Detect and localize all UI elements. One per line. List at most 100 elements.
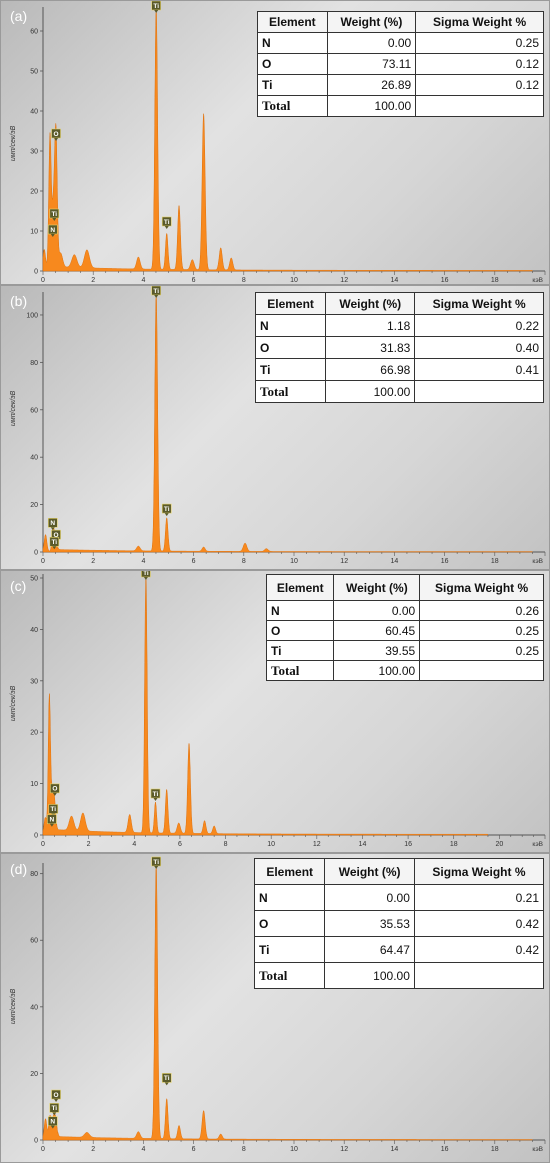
x-tick-label: 14: [359, 841, 367, 848]
cell-element: Ti: [257, 74, 328, 96]
cell-total-label: Total: [257, 95, 328, 117]
y-tick-label: 30: [30, 149, 38, 156]
panel-label-d: (d): [10, 861, 28, 877]
cell-sigma: 0.21: [413, 884, 545, 911]
peak-marker-ti: Ti: [151, 1, 162, 13]
x-tick-label: 10: [290, 277, 298, 284]
x-tick-label: 10: [290, 558, 298, 565]
x-tick-label: 6: [192, 1146, 196, 1153]
marker-pointer: [49, 823, 54, 827]
composition-table-a: Element Weight (%) Sigma Weight % N 0.00…: [257, 11, 544, 117]
marker-pointer: [164, 226, 169, 229]
x-tick-label: 18: [491, 1146, 499, 1153]
cell-sigma: 0.25: [419, 640, 544, 661]
cell-total-weight: 100.00: [333, 660, 421, 681]
marker-label: O: [52, 786, 57, 793]
y-tick-label: 100: [26, 312, 38, 319]
y-tick-label: 20: [30, 1071, 38, 1078]
x-tick-label: 12: [340, 558, 348, 565]
cell-total-label: Total: [253, 962, 326, 989]
x-tick-label: 8: [224, 841, 228, 848]
cell-sigma: 0.12: [415, 53, 544, 75]
cell-total-sigma: [419, 660, 544, 681]
x-tick-label: 10: [267, 841, 275, 848]
table-row: N 1.18 0.22: [254, 314, 544, 337]
x-tick-label: 14: [391, 558, 399, 565]
spectrum-panel-d: 0 20 40 60 80 0 2 4 6 8 10 12 14 16 18 кэВ Ti O Ti N Ti (d) …: [0, 853, 550, 1163]
x-tick-label: 8: [242, 1146, 246, 1153]
table-header-sigma: Sigma Weight %: [414, 292, 544, 315]
cell-weight: 0.00: [333, 600, 421, 621]
table-row: O 60.45 0.25: [265, 620, 544, 641]
marker-label: Ti: [51, 539, 57, 546]
x-tick-label: 8: [242, 558, 246, 565]
cell-element: O: [254, 336, 327, 359]
peak-marker-ti: Ti: [161, 503, 172, 517]
cell-weight: 39.55: [333, 640, 421, 661]
table-header-weight: Weight (%): [325, 292, 416, 315]
table-header-element: Element: [257, 11, 328, 33]
y-tick-label: 20: [30, 730, 38, 737]
y-tick-label: 0: [34, 269, 38, 276]
y-tick-label: 50: [30, 576, 38, 583]
cell-total-sigma: [414, 380, 544, 403]
y-tick-label: 10: [30, 781, 38, 788]
peak-marker-ti: Ti: [150, 788, 161, 802]
marker-pointer: [54, 138, 59, 141]
panel-label-c: (c): [10, 578, 27, 594]
x-tick-label: 2: [91, 277, 95, 284]
marker-pointer: [164, 1082, 169, 1086]
marker-pointer: [52, 792, 57, 796]
spectrum-series-a: [42, 10, 533, 272]
x-tick-label: 20: [495, 841, 503, 848]
x-tick-label: 12: [340, 1146, 348, 1153]
cell-weight: 31.83: [325, 336, 416, 359]
x-tick-label: 16: [441, 558, 449, 565]
marker-pointer: [50, 1125, 55, 1129]
cell-element: O: [257, 53, 328, 75]
cell-element: N: [257, 32, 328, 54]
y-axis-label-c: имп/сек/эВ: [10, 685, 17, 721]
x-tick-label: 12: [313, 841, 321, 848]
cell-total-weight: 100.00: [324, 962, 415, 989]
cell-weight: 66.98: [325, 358, 416, 381]
marker-label: N: [50, 227, 55, 234]
peak-marker-ti: Ti: [151, 286, 162, 298]
x-axis-label: кэВ: [532, 1146, 543, 1153]
marker-pointer: [52, 1112, 57, 1116]
table-row: Ti 39.55 0.25: [265, 640, 544, 661]
cell-total-label: Total: [254, 380, 327, 403]
peak-marker-o: O: [51, 1089, 61, 1103]
marker-label: O: [54, 131, 59, 138]
peak-marker-ti: Ti: [141, 571, 151, 580]
marker-box: [47, 814, 57, 825]
cell-weight: 64.47: [324, 936, 415, 963]
y-tick-label: 40: [30, 109, 38, 116]
peak-marker-n: N: [47, 224, 58, 237]
cell-sigma: 0.25: [415, 32, 544, 54]
cell-element: Ti: [265, 640, 335, 661]
cell-total-sigma: [415, 95, 544, 117]
x-tick-label: 16: [404, 841, 412, 848]
cell-weight: 60.45: [333, 620, 421, 641]
x-tick-label: 2: [91, 558, 95, 565]
spectrum-series-c: [42, 577, 489, 836]
x-tick-label: 16: [441, 1146, 449, 1153]
y-axis-label-a: имп/сек/эВ: [10, 125, 17, 161]
cell-weight: 73.11: [326, 53, 417, 75]
x-axis-label: кэВ: [532, 841, 543, 848]
x-tick-label: 18: [491, 558, 499, 565]
table-row: O 73.11 0.12: [257, 53, 544, 75]
composition-table-c: Element Weight (%) Sigma Weight % N 0.00…: [265, 574, 544, 681]
cell-weight: 26.89: [326, 74, 417, 96]
marker-pointer: [50, 234, 55, 237]
x-tick-label: 0: [41, 841, 45, 848]
marker-label: N: [50, 520, 55, 527]
cell-sigma: 0.26: [419, 600, 544, 621]
y-tick-label: 60: [30, 407, 38, 414]
marker-label: Ti: [153, 288, 159, 295]
peak-marker-ti: Ti: [161, 216, 172, 229]
x-tick-label: 18: [450, 841, 458, 848]
x-tick-label: 0: [41, 277, 45, 284]
